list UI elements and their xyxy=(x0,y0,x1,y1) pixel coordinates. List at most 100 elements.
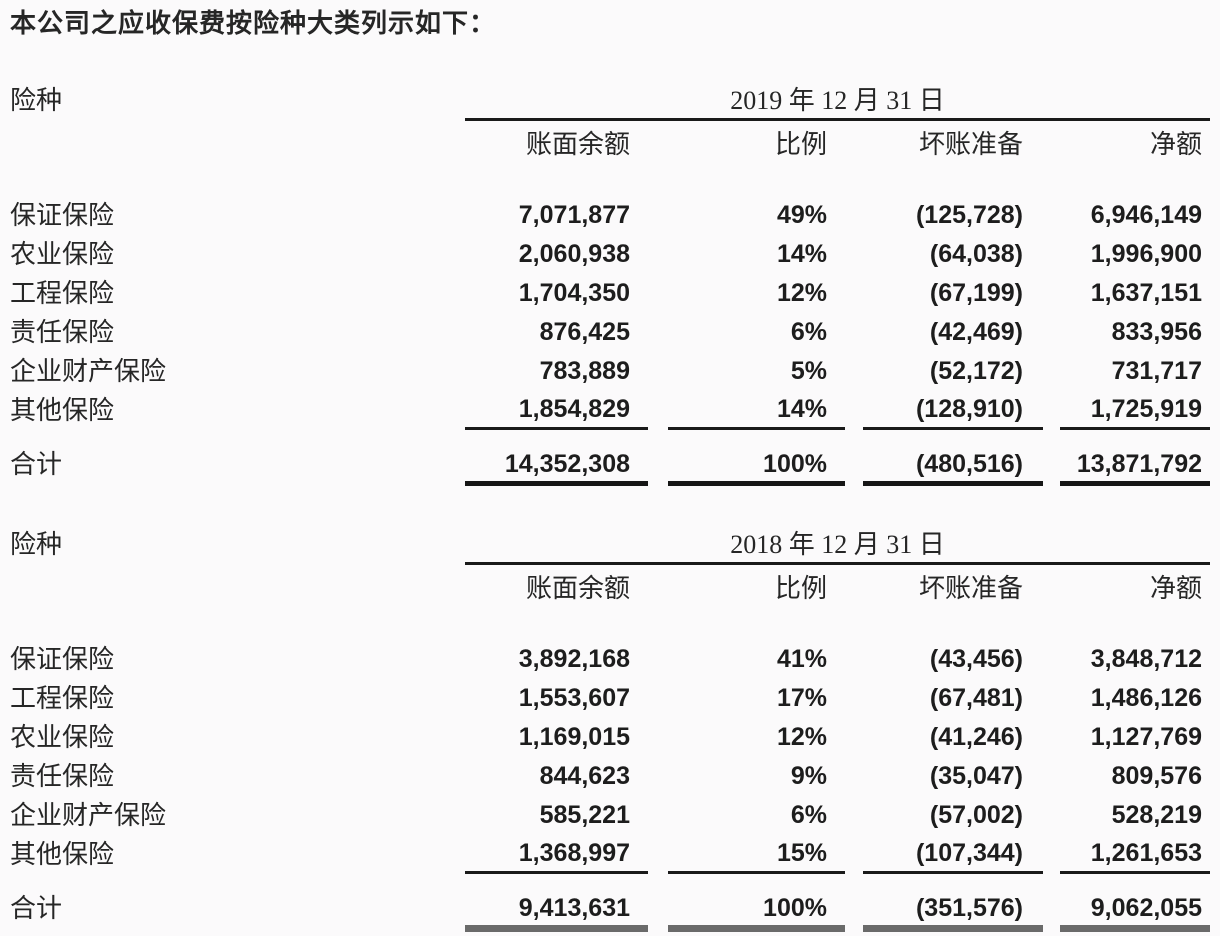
table-row: 工程保险 1,553,607 17% (67,481) 1,486,126 xyxy=(10,679,1210,718)
cell-provision: (128,910) xyxy=(863,391,1043,430)
row-label: 责任保险 xyxy=(10,762,115,791)
spacer-cell xyxy=(10,130,450,160)
cell-provision: (42,469) xyxy=(929,318,1023,346)
total-balance: 14,352,308 xyxy=(465,448,648,486)
row-label: 其他保险 xyxy=(10,396,115,425)
cell-ratio: 6% xyxy=(790,801,827,829)
cell-balance: 585,221 xyxy=(539,801,630,829)
cell-net: 833,956 xyxy=(1111,318,1202,346)
cell-ratio: 41% xyxy=(776,645,827,673)
cell-net: 3,848,712 xyxy=(1090,645,1202,673)
cell-ratio: 49% xyxy=(776,201,827,229)
cell-net: 1,261,653 xyxy=(1060,835,1210,874)
total-provision: (480,516) xyxy=(863,448,1043,486)
cell-net: 1,486,126 xyxy=(1090,684,1202,712)
row-label: 保证保险 xyxy=(10,201,115,230)
cell-balance: 1,704,350 xyxy=(518,279,630,307)
cell-provision: (107,344) xyxy=(863,835,1043,874)
spacer-cell xyxy=(10,574,450,604)
row-label: 农业保险 xyxy=(10,723,115,752)
total-net: 13,871,792 xyxy=(1060,448,1210,486)
row-label: 工程保险 xyxy=(10,279,115,308)
table-row: 责任保险 844,623 9% (35,047) 809,576 xyxy=(10,757,1210,796)
table-2019: 险种 2019 年 12 月 31 日 账面余额 比例 坏账准备 净额 保证保险… xyxy=(10,84,1210,486)
row-label: 农业保险 xyxy=(10,240,115,269)
table-row: 农业保险 1,169,015 12% (41,246) 1,127,769 xyxy=(10,718,1210,757)
cell-net: 1,996,900 xyxy=(1090,240,1202,268)
cell-ratio: 17% xyxy=(776,684,827,712)
table-row: 责任保险 876,425 6% (42,469) 833,956 xyxy=(10,313,1210,352)
column-header-provision: 坏账准备 xyxy=(918,130,1023,159)
table-row: 保证保险 7,071,877 49% (125,728) 6,946,149 xyxy=(10,196,1210,235)
total-net: 9,062,055 xyxy=(1060,892,1210,932)
row-label: 企业财产保险 xyxy=(10,801,167,830)
total-ratio: 100% xyxy=(668,892,845,932)
date-header: 2018 年 12 月 31 日 xyxy=(465,528,1210,565)
column-header-net: 净额 xyxy=(1149,130,1202,159)
row-label: 其他保险 xyxy=(10,840,115,869)
date-header: 2019 年 12 月 31 日 xyxy=(465,84,1210,121)
table-row-last: 其他保险 1,854,829 14% (128,910) 1,725,919 xyxy=(10,391,1210,430)
row-label: 工程保险 xyxy=(10,684,115,713)
column-header-ratio: 比例 xyxy=(774,574,827,603)
row-header-label: 险种 xyxy=(10,530,63,559)
cell-provision: (35,047) xyxy=(929,762,1023,790)
table-row: 保证保险 3,892,168 41% (43,456) 3,848,712 xyxy=(10,640,1210,679)
cell-net: 809,576 xyxy=(1111,762,1202,790)
cell-balance: 1,553,607 xyxy=(518,684,630,712)
cell-net: 528,219 xyxy=(1111,801,1202,829)
column-header-net: 净额 xyxy=(1149,574,1202,603)
cell-ratio: 12% xyxy=(776,279,827,307)
row-label: 责任保险 xyxy=(10,318,115,347)
column-header-balance: 账面余额 xyxy=(525,130,630,159)
column-header-balance: 账面余额 xyxy=(525,574,630,603)
cell-provision: (125,728) xyxy=(915,201,1023,229)
row-label: 企业财产保险 xyxy=(10,357,167,386)
cell-net: 731,717 xyxy=(1111,357,1202,385)
table-row: 企业财产保险 783,889 5% (52,172) 731,717 xyxy=(10,352,1210,391)
cell-net: 1,725,919 xyxy=(1060,391,1210,430)
total-row: 合计 9,413,631 100% (351,576) 9,062,055 xyxy=(10,892,1210,932)
column-header-row: 账面余额 比例 坏账准备 净额 xyxy=(10,121,1210,160)
cell-balance: 3,892,168 xyxy=(518,645,630,673)
cell-ratio: 14% xyxy=(668,391,845,430)
total-label: 合计 xyxy=(10,450,63,479)
row-label: 保证保险 xyxy=(10,645,115,674)
cell-ratio: 15% xyxy=(668,835,845,874)
table-row-last: 其他保险 1,368,997 15% (107,344) 1,261,653 xyxy=(10,835,1210,874)
table-header-row: 险种 2018 年 12 月 31 日 xyxy=(10,528,1210,565)
total-provision: (351,576) xyxy=(863,892,1043,932)
table-row: 企业财产保险 585,221 6% (57,002) 528,219 xyxy=(10,796,1210,835)
cell-provision: (52,172) xyxy=(929,357,1023,385)
cell-ratio: 14% xyxy=(776,240,827,268)
cell-provision: (57,002) xyxy=(929,801,1023,829)
cell-balance: 1,169,015 xyxy=(518,723,630,751)
table-2018: 险种 2018 年 12 月 31 日 账面余额 比例 坏账准备 净额 保证保险… xyxy=(10,528,1210,932)
column-header-provision: 坏账准备 xyxy=(918,574,1023,603)
total-row: 合计 14,352,308 100% (480,516) 13,871,792 xyxy=(10,448,1210,486)
cell-ratio: 5% xyxy=(790,357,827,385)
column-header-ratio: 比例 xyxy=(774,130,827,159)
cell-balance: 844,623 xyxy=(539,762,630,790)
total-balance: 9,413,631 xyxy=(465,892,648,932)
total-ratio: 100% xyxy=(668,448,845,486)
cell-ratio: 6% xyxy=(790,318,827,346)
table-row: 工程保险 1,704,350 12% (67,199) 1,637,151 xyxy=(10,274,1210,313)
cell-net: 1,637,151 xyxy=(1090,279,1202,307)
cell-ratio: 12% xyxy=(776,723,827,751)
row-header-label: 险种 xyxy=(10,86,63,115)
total-label: 合计 xyxy=(10,894,63,923)
cell-balance: 7,071,877 xyxy=(518,201,630,229)
cell-provision: (64,038) xyxy=(929,240,1023,268)
cell-ratio: 9% xyxy=(790,762,827,790)
page-title: 本公司之应收保费按险种大类列示如下： xyxy=(10,9,497,38)
cell-provision: (43,456) xyxy=(929,645,1023,673)
cell-provision: (67,199) xyxy=(929,279,1023,307)
table-header-row: 险种 2019 年 12 月 31 日 xyxy=(10,84,1210,121)
table-row: 农业保险 2,060,938 14% (64,038) 1,996,900 xyxy=(10,235,1210,274)
cell-balance: 1,368,997 xyxy=(465,835,648,874)
column-header-row: 账面余额 比例 坏账准备 净额 xyxy=(10,565,1210,604)
cell-balance: 783,889 xyxy=(539,357,630,385)
cell-provision: (41,246) xyxy=(929,723,1023,751)
